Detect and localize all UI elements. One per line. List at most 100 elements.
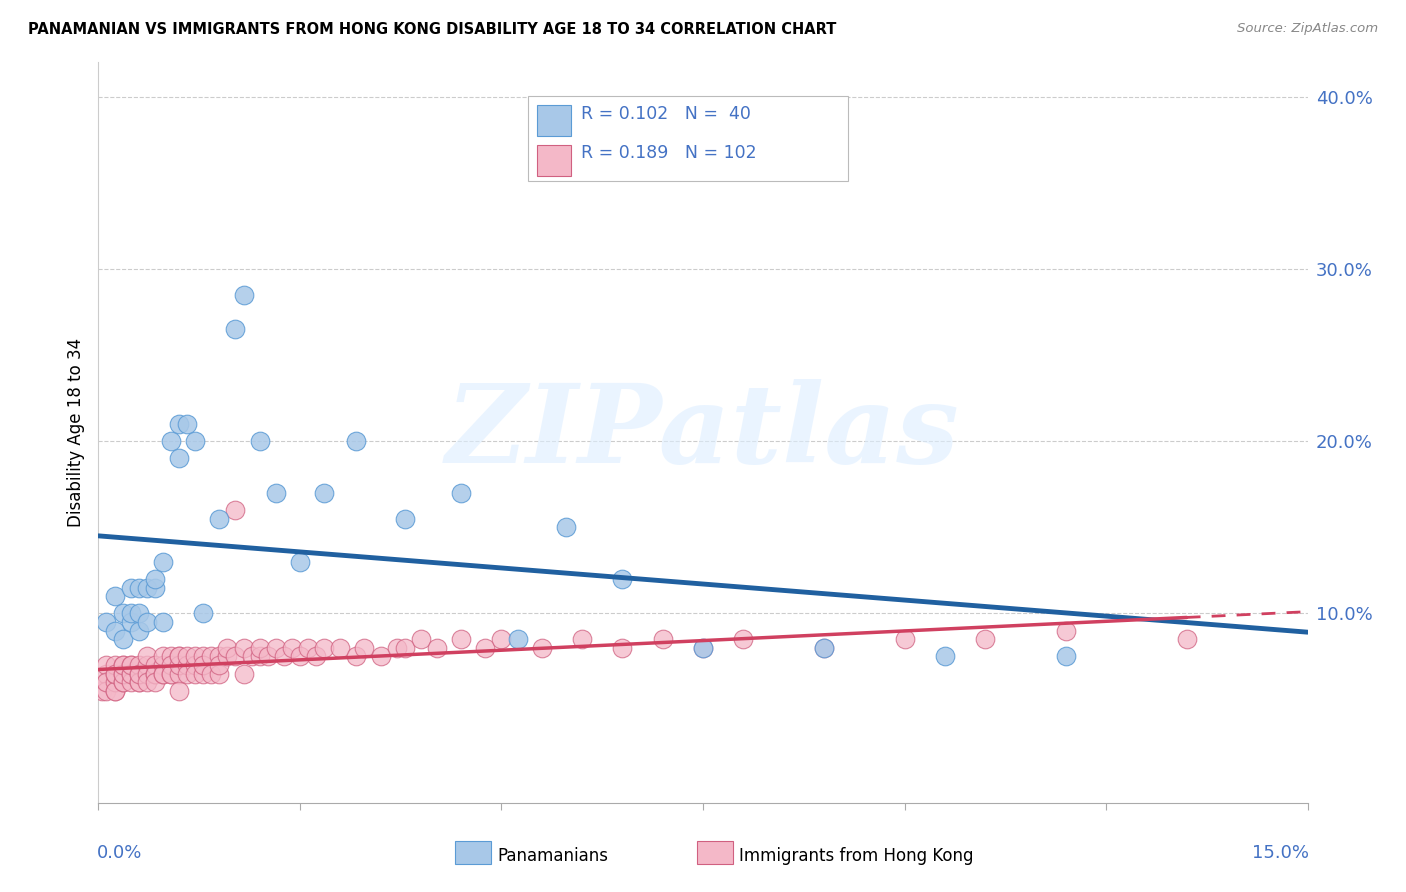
Point	[692, 640, 714, 655]
Point	[555, 520, 578, 534]
Point	[128, 658, 150, 673]
Point	[208, 649, 231, 664]
Point	[474, 640, 496, 655]
Point	[120, 666, 142, 681]
Point	[370, 649, 392, 664]
Point	[143, 572, 166, 586]
Point	[120, 666, 142, 681]
Point	[96, 615, 118, 629]
Point	[160, 658, 183, 673]
Point	[167, 649, 190, 664]
Point	[314, 640, 336, 655]
Point	[1175, 632, 1198, 647]
Point	[160, 434, 183, 449]
Point	[120, 615, 142, 629]
Text: Source: ZipAtlas.com: Source: ZipAtlas.com	[1237, 22, 1378, 36]
Point	[297, 640, 319, 655]
Point	[329, 640, 352, 655]
Point	[111, 658, 134, 673]
Point	[135, 658, 157, 673]
Point	[111, 632, 134, 647]
Point	[120, 675, 142, 690]
Point	[385, 640, 408, 655]
Point	[409, 632, 432, 647]
Point	[184, 434, 207, 449]
Point	[135, 649, 157, 664]
Point	[288, 649, 311, 664]
Point	[120, 658, 142, 673]
Point	[530, 640, 553, 655]
Point	[184, 649, 207, 664]
Point	[394, 512, 416, 526]
Point	[249, 640, 271, 655]
Point	[152, 615, 174, 629]
Point	[160, 666, 183, 681]
Point	[344, 649, 367, 664]
Point	[1054, 649, 1077, 664]
Point	[612, 572, 634, 586]
Text: ZIPatlas: ZIPatlas	[446, 379, 960, 486]
Point	[273, 649, 295, 664]
Point	[264, 640, 287, 655]
Point	[111, 675, 134, 690]
Point	[208, 512, 231, 526]
Point	[450, 486, 472, 500]
Point	[143, 666, 166, 681]
Point	[111, 666, 134, 681]
Point	[103, 666, 125, 681]
Point	[128, 675, 150, 690]
Point	[152, 666, 174, 681]
Point	[184, 658, 207, 673]
Point	[167, 417, 190, 431]
Point	[208, 666, 231, 681]
Point	[232, 288, 254, 302]
Point	[152, 555, 174, 569]
Point	[200, 649, 222, 664]
Point	[193, 649, 215, 664]
Point	[217, 649, 239, 664]
Point	[200, 666, 222, 681]
Point	[733, 632, 755, 647]
Point	[167, 658, 190, 673]
Point	[128, 607, 150, 621]
Point	[111, 675, 134, 690]
Point	[193, 658, 215, 673]
Point	[893, 632, 915, 647]
Point	[256, 649, 278, 664]
Text: R = 0.102   N =  40: R = 0.102 N = 40	[581, 104, 751, 122]
Point	[128, 624, 150, 638]
Point	[314, 486, 336, 500]
Point	[288, 555, 311, 569]
Point	[651, 632, 673, 647]
Point	[224, 649, 246, 664]
Point	[135, 581, 157, 595]
Point	[426, 640, 449, 655]
Point	[152, 666, 174, 681]
Text: 0.0%: 0.0%	[97, 844, 142, 862]
Point	[152, 658, 174, 673]
Point	[167, 666, 190, 681]
Point	[143, 658, 166, 673]
Point	[120, 607, 142, 621]
Point	[160, 666, 183, 681]
Point	[111, 607, 134, 621]
Point	[264, 486, 287, 500]
Point	[103, 624, 125, 638]
Point	[491, 632, 513, 647]
Point	[103, 684, 125, 698]
Point	[184, 666, 207, 681]
Point	[143, 675, 166, 690]
Text: PANAMANIAN VS IMMIGRANTS FROM HONG KONG DISABILITY AGE 18 TO 34 CORRELATION CHAR: PANAMANIAN VS IMMIGRANTS FROM HONG KONG …	[28, 22, 837, 37]
Point	[176, 666, 198, 681]
Point	[91, 684, 114, 698]
Point	[143, 581, 166, 595]
Point	[135, 615, 157, 629]
Point	[217, 640, 239, 655]
Point	[111, 666, 134, 681]
Point	[128, 675, 150, 690]
Point	[96, 684, 118, 698]
Point	[193, 607, 215, 621]
Point	[120, 581, 142, 595]
Point	[224, 503, 246, 517]
Y-axis label: Disability Age 18 to 34: Disability Age 18 to 34	[67, 338, 86, 527]
